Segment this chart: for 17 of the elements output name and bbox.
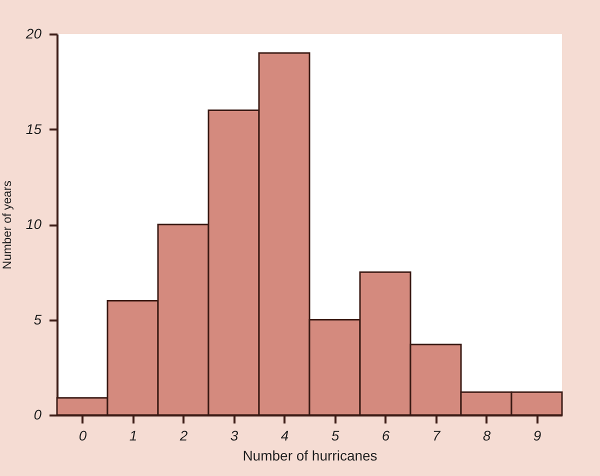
x-tick-label: 7	[432, 428, 442, 444]
x-tick-label: 4	[280, 428, 289, 444]
y-tick-label: 5	[34, 311, 42, 328]
x-axis-title: Number of hurricanes	[242, 448, 378, 464]
y-tick-label: 15	[26, 120, 42, 137]
x-tick-label: 2	[178, 428, 188, 444]
x-tick-label: 8	[482, 428, 491, 444]
x-tick-label: 6	[382, 428, 390, 444]
x-tick-label: 3	[230, 428, 238, 444]
x-tick-label: 5	[331, 428, 340, 444]
y-tick-label: 10	[26, 216, 42, 232]
x-tick-label: 9	[533, 428, 542, 444]
x-tick-label: 0	[78, 428, 87, 444]
y-tick-label: 20	[24, 26, 42, 42]
x-tick-label: 1	[129, 428, 138, 444]
y-tick-label: 0	[34, 406, 42, 422]
y-axis-title: Number of years	[0, 180, 14, 270]
